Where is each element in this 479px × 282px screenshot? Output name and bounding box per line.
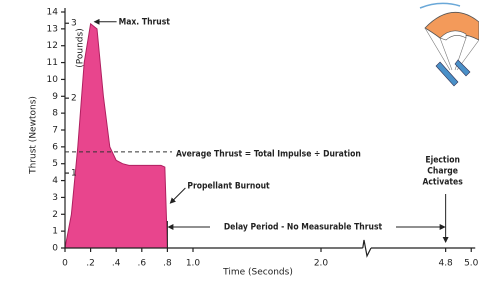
- x-tick-label: 4.8: [438, 259, 453, 269]
- x-tick-label: 0: [62, 259, 68, 269]
- ejection-label: Ejection: [425, 156, 460, 166]
- burnout-arrow: [170, 188, 185, 203]
- y-tick-label: 0: [52, 244, 58, 254]
- y-tick-label: 8: [52, 109, 58, 119]
- x-tick-label: .4: [112, 259, 121, 269]
- max-thrust-label: Max. Thrust: [119, 17, 171, 27]
- y-tick-label: 14: [47, 8, 59, 18]
- y-tick-label: 10: [47, 75, 59, 85]
- y-tick-label: 12: [47, 41, 58, 51]
- chart: Thrust (Newtons) (Pounds) Time (Seconds)…: [0, 0, 479, 282]
- ejection-label: Charge: [427, 167, 458, 177]
- y-tick-label: 7: [52, 126, 58, 136]
- y2-tick-label: 2: [71, 94, 77, 104]
- y2-tick-label: 3: [71, 19, 77, 29]
- axis-break: [363, 240, 371, 256]
- y2-tick-label: 1: [71, 169, 77, 179]
- ejection-label: Activates: [422, 178, 463, 188]
- y-tick-label: 3: [52, 193, 58, 203]
- parachute-illustration: [420, 3, 479, 86]
- x-tick-label: .2: [86, 259, 95, 269]
- x-tick-label: 2.0: [314, 259, 329, 269]
- delay-label: Delay Period - No Measurable Thrust: [224, 223, 383, 233]
- y-tick-label: 6: [52, 142, 58, 152]
- y-tick-label: 5: [52, 159, 58, 169]
- y-tick-label: 1: [52, 227, 58, 237]
- x-tick-label: .8: [163, 259, 172, 269]
- burnout-label: Propellant Burnout: [187, 182, 270, 192]
- x-axis-title: Time (Seconds): [222, 268, 293, 278]
- y-tick-label: 4: [52, 176, 58, 186]
- average-thrust-label: Average Thrust = Total Impulse ÷ Duratio…: [176, 149, 361, 159]
- x-tick-label: .6: [138, 259, 147, 269]
- x-tick-label: 1.0: [186, 259, 201, 269]
- y-tick-label: 2: [52, 210, 58, 220]
- y-tick-label: 9: [52, 92, 58, 102]
- y-tick-label: 13: [47, 24, 58, 34]
- y-axis-title: Thrust (Newtons): [29, 96, 39, 175]
- y-tick-label: 11: [47, 58, 58, 68]
- x-tick-label: 5.0: [464, 259, 479, 269]
